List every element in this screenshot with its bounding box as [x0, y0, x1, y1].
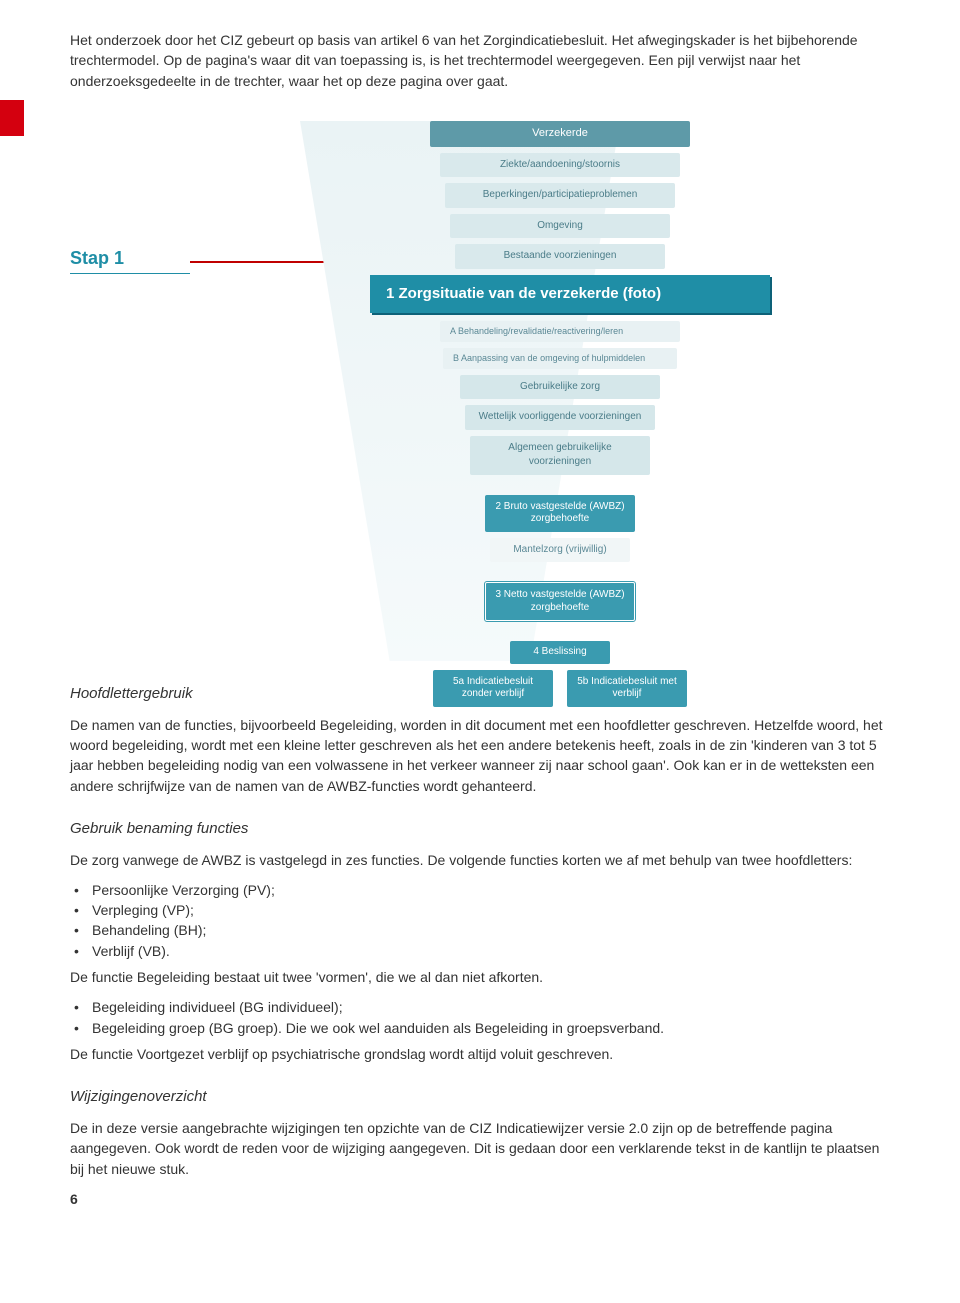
- funnel-box-5a: 5a Indicatiebesluit zonder verblijf: [433, 670, 553, 707]
- list-item: Behandeling (BH);: [70, 920, 890, 940]
- funnel-mid-item: Wettelijk voorliggende voorzieningen: [465, 405, 655, 430]
- funnel-top-item: Ziekte/aandoening/stoornis: [440, 153, 680, 178]
- benaming-body: De zorg vanwege de AWBZ is vastgelegd in…: [70, 850, 890, 870]
- benaming-p1: De zorg vanwege de AWBZ is vastgelegd in…: [70, 850, 890, 870]
- funnel-top-item: Bestaande voorzieningen: [455, 244, 665, 269]
- funnel-box-3: 3 Netto vastgestelde (AWBZ) zorgbehoefte: [485, 582, 635, 621]
- banner-step1: 1 Zorgsituatie van de verzekerde (foto): [370, 275, 770, 313]
- funnel-header: Verzekerde: [430, 121, 690, 147]
- wijziging-body: De in deze versie aangebrachte wijziging…: [70, 1118, 890, 1179]
- benaming-list-1: Persoonlijke Verzorging (PV); Verpleging…: [70, 880, 890, 961]
- step-label: Stap 1: [70, 245, 190, 274]
- wijziging-p1: De in deze versie aangebrachte wijziging…: [70, 1118, 890, 1179]
- funnel-split-row: 5a Indicatiebesluit zonder verblijf 5b I…: [240, 670, 880, 707]
- funnel-mid-item: Gebruikelijke zorg: [460, 375, 660, 400]
- funnel-top-item: Omgeving: [450, 214, 670, 239]
- heading-benaming: Gebruik benaming functies: [70, 818, 890, 840]
- list-item: Verpleging (VP);: [70, 900, 890, 920]
- funnel-sub-a: A Behandeling/revalidatie/reactivering/l…: [440, 321, 680, 342]
- page-content: Het onderzoek door het CIZ gebeurt op ba…: [0, 0, 960, 1229]
- list-item: Persoonlijke Verzorging (PV);: [70, 880, 890, 900]
- benaming-p2-wrap: De functie Begeleiding bestaat uit twee …: [70, 967, 890, 987]
- funnel-box-4: 4 Beslissing: [510, 641, 610, 664]
- list-item: Begeleiding groep (BG groep). Die we ook…: [70, 1018, 890, 1038]
- funnel-mantelzorg: Mantelzorg (vrijwillig): [490, 538, 630, 563]
- intro-text: Het onderzoek door het CIZ gebeurt op ba…: [70, 30, 890, 91]
- funnel-box-2: 2 Bruto vastgestelde (AWBZ) zorgbehoefte: [485, 495, 635, 532]
- funnel-sub-b: B Aanpassing van de omgeving of hulpmidd…: [443, 348, 677, 369]
- intro-paragraph: Het onderzoek door het CIZ gebeurt op ba…: [70, 30, 890, 91]
- benaming-p3: De functie Voortgezet verblijf op psychi…: [70, 1044, 890, 1064]
- list-item: Begeleiding individueel (BG individueel)…: [70, 997, 890, 1017]
- benaming-list-2: Begeleiding individueel (BG individueel)…: [70, 997, 890, 1038]
- funnel-box-5b: 5b Indicatiebesluit met verblijf: [567, 670, 687, 707]
- benaming-p3-wrap: De functie Voortgezet verblijf op psychi…: [70, 1044, 890, 1064]
- funnel-container: Verzekerde Ziekte/aandoening/stoornis Be…: [240, 121, 880, 707]
- hoofdletter-body: De namen van de functies, bijvoorbeeld B…: [70, 715, 890, 796]
- heading-wijziging: Wijzigingenoverzicht: [70, 1086, 890, 1108]
- benaming-p2: De functie Begeleiding bestaat uit twee …: [70, 967, 890, 987]
- page-number: 6: [70, 1189, 78, 1209]
- margin-tab: [0, 100, 24, 136]
- funnel-diagram: Stap 1 Verzekerde Ziekte/aandoening/stoo…: [70, 121, 890, 661]
- list-item: Verblijf (VB).: [70, 941, 890, 961]
- funnel-mid-item: Algemeen gebruikelijke voorzieningen: [470, 436, 650, 475]
- funnel-top-item: Beperkingen/participatieproblemen: [445, 183, 675, 208]
- hoofdletter-p1: De namen van de functies, bijvoorbeeld B…: [70, 715, 890, 796]
